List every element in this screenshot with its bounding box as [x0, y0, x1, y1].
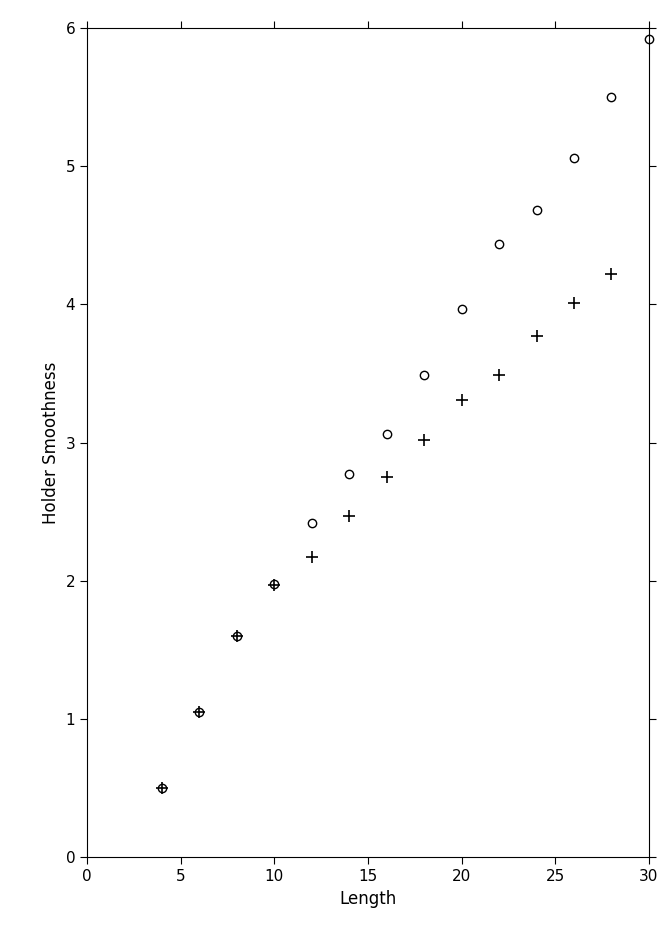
Y-axis label: Holder Smoothness: Holder Smoothness — [42, 362, 60, 524]
X-axis label: Length: Length — [339, 890, 397, 908]
